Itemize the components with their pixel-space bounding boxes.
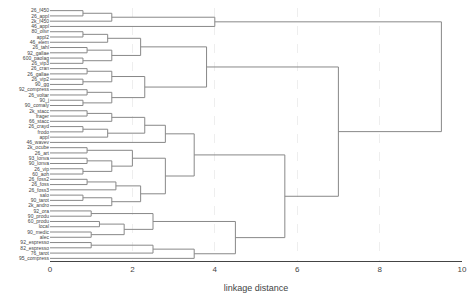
- svg-text:92_compress: 92_compress: [19, 86, 50, 92]
- svg-text:46_wavev: 46_wavev: [26, 139, 49, 145]
- svg-text:26_appl: 26_appl: [31, 13, 49, 19]
- svg-text:80_olivr: 80_olivr: [31, 28, 49, 34]
- svg-text:600_paolag: 600_paolag: [23, 55, 49, 61]
- svg-text:0: 0: [48, 265, 53, 274]
- svg-text:2: 2: [130, 265, 135, 274]
- svg-text:90_medic: 90_medic: [27, 229, 49, 235]
- svg-text:6: 6: [295, 265, 300, 274]
- svg-text:26_cran: 26_cran: [31, 65, 49, 71]
- svg-text:2k_andro: 2k_andro: [28, 202, 49, 208]
- svg-text:60_aoh: 60_aoh: [32, 171, 49, 177]
- svg-text:26_tahl: 26_tahl: [33, 44, 49, 50]
- svg-text:2k_stacc: 2k_stacc: [29, 108, 49, 114]
- svg-text:46_elem: 46_elem: [30, 39, 49, 45]
- svg-text:66_stacc: 66_stacc: [29, 118, 50, 124]
- svg-text:linkage distance: linkage distance: [224, 283, 289, 293]
- svg-text:4: 4: [213, 265, 218, 274]
- svg-text:93_lonva: 93_lonva: [29, 155, 50, 161]
- svg-text:92_gallae: 92_gallae: [27, 50, 49, 56]
- svg-text:90_comaly: 90_comaly: [25, 102, 50, 108]
- svg-text:appl2: appl2: [37, 34, 49, 40]
- svg-text:26_vip2: 26_vip2: [31, 76, 49, 82]
- svg-text:26_foss2: 26_foss2: [29, 176, 50, 182]
- svg-text:26_vip: 26_vip: [34, 166, 49, 172]
- svg-text:salo: salo: [40, 192, 49, 198]
- svg-text:90_j: 90_j: [40, 97, 49, 103]
- svg-text:26_vip3: 26_vip3: [31, 60, 49, 66]
- svg-text:8: 8: [377, 265, 382, 274]
- svg-text:10: 10: [458, 265, 467, 274]
- svg-text:2k_ocube: 2k_ocube: [27, 144, 49, 150]
- svg-text:46_appl: 46_appl: [31, 23, 49, 29]
- svg-text:26_art: 26_art: [35, 150, 50, 156]
- svg-text:26_gallae: 26_gallae: [27, 71, 49, 77]
- svg-text:90_gg: 90_gg: [35, 81, 49, 87]
- svg-text:90_produ: 90_produ: [28, 213, 49, 219]
- svg-text:26_foss3: 26_foss3: [29, 187, 50, 193]
- svg-text:frodo: frodo: [38, 129, 50, 135]
- svg-text:26_voltar: 26_voltar: [28, 92, 49, 98]
- svg-text:alec: alec: [40, 234, 50, 240]
- svg-text:26_foss: 26_foss: [31, 181, 49, 187]
- svg-text:76_tarot: 76_tarot: [31, 250, 50, 256]
- svg-text:82_espresso: 82_espresso: [20, 245, 49, 251]
- svg-text:60_produ: 60_produ: [28, 218, 49, 224]
- svg-text:92_ora: 92_ora: [33, 208, 49, 214]
- svg-text:92_espresso: 92_espresso: [20, 239, 49, 245]
- svg-text:90_lonva: 90_lonva: [29, 160, 50, 166]
- svg-text:90_tarot: 90_tarot: [31, 197, 50, 203]
- svg-text:local: local: [39, 223, 49, 229]
- svg-text:2k_f450: 2k_f450: [31, 18, 49, 24]
- svg-text:26_crayd: 26_crayd: [28, 123, 49, 129]
- svg-text:appl: appl: [40, 134, 49, 140]
- svg-text:26_f450: 26_f450: [31, 7, 49, 13]
- svg-text:frager: frager: [36, 113, 49, 119]
- svg-text:95_compress: 95_compress: [19, 255, 50, 261]
